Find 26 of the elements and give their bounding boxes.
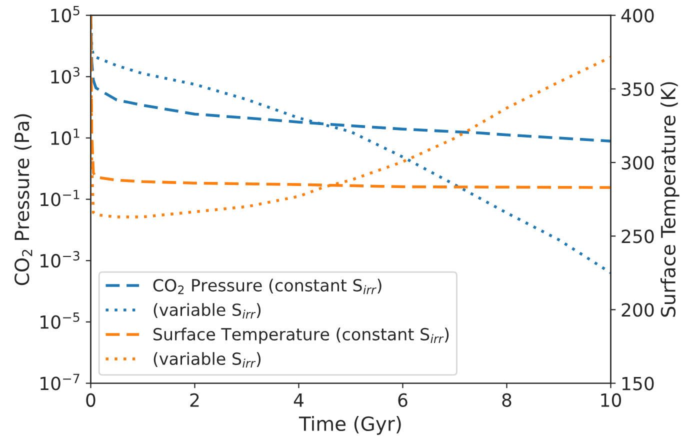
y2-tick-label: 250 bbox=[622, 230, 654, 244]
x-axis-title: Time (Gyr) bbox=[298, 416, 401, 435]
y-tick-label: 10$^{5}$ bbox=[51, 6, 80, 22]
x-tick-label: 0 bbox=[86, 393, 96, 407]
y-tick-label: 10$^{3}$ bbox=[51, 67, 80, 84]
x-tick-label: 10 bbox=[601, 393, 622, 407]
y2-tick-label: 200 bbox=[622, 303, 654, 317]
x-tick-label: 4 bbox=[294, 394, 304, 407]
x-tick-label: 6 bbox=[398, 393, 408, 407]
legend-label: Surface Temperature (constant S$_{irr}$) bbox=[154, 328, 449, 344]
y-axis-title: CO$_{2}$ Pressure (Pa) bbox=[14, 114, 32, 286]
legend-label: (variable S$_{irr}$) bbox=[154, 303, 261, 319]
x-tick-label: 8 bbox=[502, 393, 512, 407]
legend-label: CO$_{2}$ Pressure (constant S$_{irr}$) bbox=[153, 278, 382, 294]
y-tick-label: 10$^{−3}$ bbox=[40, 251, 80, 268]
y2-tick-label: 400 bbox=[621, 8, 654, 22]
y-tick-label: 10$^{1}$ bbox=[51, 128, 80, 145]
y2-tick-label: 150 bbox=[622, 376, 654, 390]
y2-tick-label: 350 bbox=[622, 82, 654, 96]
y-tick-label: 10$^{−5}$ bbox=[40, 312, 80, 329]
y-tick-label: 10$^{−1}$ bbox=[40, 190, 80, 206]
x-tick-label: 2 bbox=[190, 393, 199, 407]
y2-tick-label: 300 bbox=[622, 156, 654, 170]
legend-label: (variable S$_{irr}$) bbox=[154, 352, 261, 368]
y-tick-label: 10$^{−7}$ bbox=[40, 374, 80, 390]
y2-axis-title: Surface Temperature (K) bbox=[660, 82, 680, 317]
